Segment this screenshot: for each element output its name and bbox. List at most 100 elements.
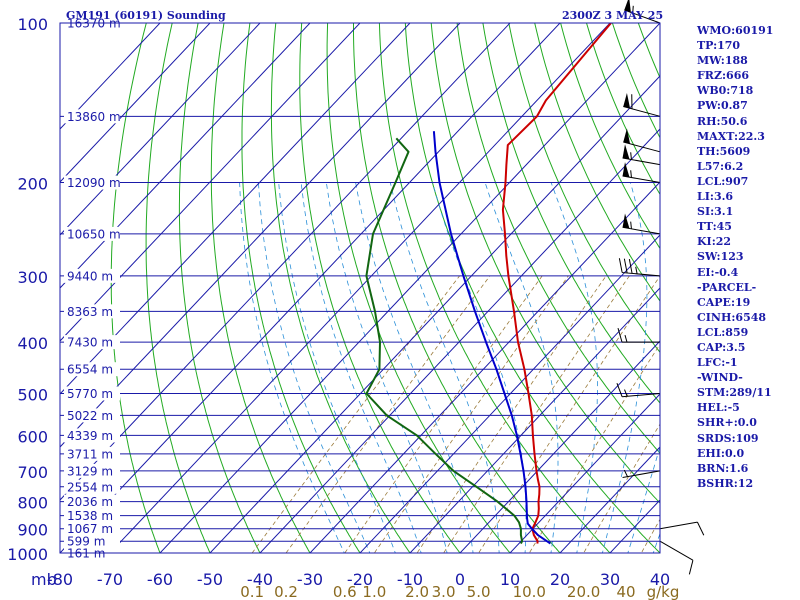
isotherm-line	[159, 23, 660, 553]
stat-item: FRZ:666	[697, 69, 750, 83]
height-label: 1067 m	[67, 522, 113, 536]
stat-item: TH:5609	[697, 144, 751, 158]
pressure-tick-label: 500	[17, 385, 48, 404]
temperature-tick-label: -50	[197, 570, 223, 589]
mixing-ratio-line	[443, 275, 630, 553]
wind-barb	[623, 92, 661, 117]
pressure-tick-label: 300	[17, 268, 48, 287]
wind-barb	[624, 0, 661, 24]
height-label: 3711 m	[67, 447, 113, 461]
mixing-ratio-line	[251, 275, 460, 553]
isobars	[60, 22, 660, 554]
moist-adiabats	[239, 182, 660, 553]
dry-adiabat-line	[430, 23, 660, 504]
moist-adiabat-line	[258, 182, 371, 553]
height-label: 12090 m	[67, 176, 121, 190]
stat-item: LI:3.6	[697, 190, 734, 204]
height-label-background	[64, 534, 120, 549]
stat-item: STM:289/11	[697, 386, 772, 400]
pressure-axis-unit: mb	[31, 570, 57, 589]
temperature-tick-label: -20	[347, 570, 373, 589]
wind-barb	[616, 382, 661, 398]
plot-frame	[59, 22, 661, 554]
stat-item: TP:170	[697, 39, 741, 53]
mixing-ratio-label: 2.0	[405, 583, 429, 600]
temperature-tick-label: 30	[600, 570, 620, 589]
stat-item: BSHR:12	[697, 476, 754, 490]
dry-adiabat-line	[482, 23, 660, 404]
mixing-ratio-label: 0.2	[274, 583, 298, 600]
height-label-background	[64, 304, 120, 319]
height-label-background	[64, 335, 120, 350]
stat-item: SI:3.1	[697, 205, 734, 219]
wind-barb	[622, 213, 661, 235]
isotherm-line	[60, 23, 561, 553]
stability-indices-panel: WMO:60191 TP:170 MW:188 FRZ:666 WB0:718 PW:0.…	[697, 23, 797, 491]
height-label-background	[64, 226, 120, 241]
isotherm-line	[409, 287, 660, 553]
parcel-profile	[432, 131, 551, 545]
height-label-background	[64, 428, 120, 443]
dry-adiabat-line	[326, 23, 511, 553]
dry-adiabat-line	[210, 23, 311, 553]
dry-adiabat-line	[353, 23, 561, 553]
height-label: 4339 m	[67, 429, 113, 443]
pressure-tick-label: 400	[17, 334, 48, 353]
height-label: 599 m	[67, 535, 105, 549]
stat-item: WMO:60191	[697, 24, 774, 37]
wind-barb	[622, 162, 661, 184]
mixing-ratio-label: 1.0	[362, 583, 386, 600]
temperature-tick-label: -30	[297, 570, 323, 589]
wind-barb	[659, 521, 705, 536]
dewpoint-profile	[365, 137, 524, 545]
moist-adiabat-line	[601, 182, 648, 553]
moist-adiabat-line	[389, 182, 500, 553]
mixing-ratio-line	[478, 275, 660, 553]
stat-item: CAPE:19	[697, 295, 751, 309]
temperature-tick-label: -70	[97, 570, 123, 589]
mixing-ratio-label: 0.1	[240, 583, 264, 600]
height-label: 10650 m	[67, 227, 121, 241]
height-label-background	[64, 494, 120, 509]
temperature-tick-label: -10	[397, 570, 423, 589]
moist-adiabat-line	[355, 182, 474, 553]
isotherm-line	[60, 23, 161, 130]
temperature-profile	[501, 23, 612, 544]
height-label: 2036 m	[67, 495, 113, 509]
dry-adiabat-line	[560, 23, 660, 250]
isotherm-line	[60, 23, 261, 236]
moist-adiabat-line	[484, 182, 559, 553]
stat-item: SHR+:0.0	[697, 416, 757, 430]
height-label: 8363 m	[67, 305, 113, 319]
isotherm-line	[509, 393, 660, 553]
height-label-background	[64, 521, 120, 536]
isotherms	[60, 23, 660, 553]
pressure-tick-label: 1000	[7, 545, 48, 564]
mixing-ratio-label: 10.0	[513, 583, 546, 600]
isotherm-line	[60, 23, 461, 448]
stat-item: BRN:1.6	[697, 461, 749, 475]
stat-item: LFC:-1	[697, 356, 738, 370]
stat-item: CAP:3.5	[697, 340, 746, 354]
stat-item: MW:188	[697, 54, 748, 68]
mixing-ratio-label: g/kg	[647, 583, 680, 600]
wind-barbs	[616, 0, 705, 575]
stat-item: HEL:-5	[697, 401, 740, 415]
stat-item: RH:50.6	[697, 114, 748, 128]
wind-barb	[617, 327, 660, 343]
temperature-tick-label: -40	[247, 570, 273, 589]
pressure-tick-label: 900	[17, 521, 48, 540]
stat-item: TT:45	[697, 220, 732, 234]
height-label-background	[64, 362, 120, 377]
isotherm-line	[60, 23, 411, 395]
stat-item: -WIND-	[697, 371, 743, 385]
height-label: 5770 m	[67, 387, 113, 401]
dry-adiabat-line	[456, 23, 660, 454]
height-label: 7430 m	[67, 336, 113, 350]
dry-adiabat-line	[178, 23, 261, 553]
height-label: 2554 m	[67, 480, 113, 494]
pressure-tick-label: 600	[17, 427, 48, 446]
height-label: 9440 m	[67, 269, 113, 283]
moist-adiabat-line	[550, 182, 598, 553]
